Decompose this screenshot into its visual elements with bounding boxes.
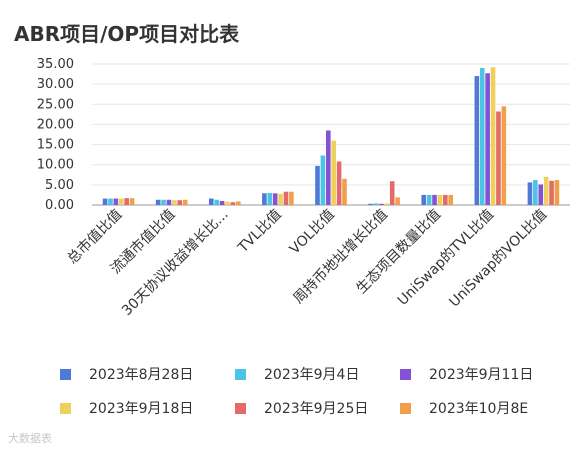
bar	[267, 192, 273, 205]
bar	[182, 199, 188, 205]
legend-swatch	[235, 403, 246, 414]
bar	[527, 182, 533, 205]
bar	[320, 155, 326, 205]
bar	[490, 67, 496, 205]
bar	[289, 191, 294, 205]
legend-swatch	[400, 369, 411, 380]
bar	[501, 106, 507, 205]
bar	[230, 202, 236, 205]
bar	[543, 176, 549, 205]
y-tick-label: 25.00	[37, 97, 74, 112]
bar	[389, 181, 395, 205]
bar	[118, 198, 124, 205]
chart-title: ABR项目/OP项目对比表	[14, 22, 240, 46]
bar	[225, 201, 230, 205]
bar	[177, 200, 183, 205]
legend-label: 2023年9月4日	[264, 367, 359, 383]
bar	[113, 198, 119, 205]
bar	[379, 203, 384, 205]
legend-swatch	[60, 403, 71, 414]
bar	[395, 197, 400, 205]
bar	[432, 194, 437, 205]
bar	[331, 140, 336, 205]
bar	[448, 194, 454, 205]
bar	[172, 200, 177, 205]
x-tick-label: UniSwap的TVL比值	[395, 207, 497, 309]
bar	[155, 199, 161, 205]
legend-label: 2023年10月8E	[429, 401, 528, 417]
bar	[479, 68, 485, 206]
bar	[219, 200, 225, 205]
bar	[102, 198, 108, 205]
bar	[426, 194, 432, 205]
bar	[485, 73, 490, 205]
bar	[108, 198, 113, 205]
bar	[235, 201, 241, 205]
bar	[437, 194, 443, 205]
bars-layer	[102, 67, 560, 206]
bar	[496, 111, 501, 205]
y-tick-label: 20.00	[37, 117, 74, 132]
bar	[474, 76, 480, 205]
bar	[166, 199, 172, 205]
y-tick-label: 30.00	[37, 77, 74, 92]
bar	[533, 180, 538, 205]
bar	[368, 203, 373, 205]
legend-swatch	[235, 369, 246, 380]
bar	[272, 193, 278, 205]
bar	[342, 178, 347, 205]
bar	[326, 130, 331, 205]
grid-layer	[92, 63, 570, 206]
bar	[538, 184, 544, 205]
bar	[373, 203, 379, 205]
legend-swatch	[400, 403, 411, 414]
bar	[124, 198, 129, 205]
bar	[443, 194, 448, 205]
x-tick-label: VOL比值	[287, 207, 338, 258]
bar	[554, 180, 560, 205]
legend-label: 2023年9月25日	[264, 401, 368, 417]
y-tick-label: 35.00	[37, 57, 74, 72]
bar	[262, 193, 267, 205]
bar	[315, 165, 320, 205]
bar	[208, 198, 214, 205]
bar	[549, 180, 554, 205]
y-tick-label: 10.00	[37, 158, 74, 173]
x-tick-label: 周持币地址增长比值	[291, 207, 391, 307]
bar	[161, 199, 166, 205]
y-axis: 0.00 5.00 10.00 15.00 20.00 25.00 30.00 35.00	[37, 57, 74, 213]
bar	[283, 191, 289, 205]
bar	[336, 161, 342, 205]
bar	[278, 193, 283, 205]
x-tick-label: TVL比值	[235, 207, 285, 257]
legend-label: 2023年9月18日	[89, 401, 193, 417]
bar	[384, 203, 390, 205]
legend-label: 2023年8月28日	[89, 367, 193, 383]
bar	[421, 194, 427, 205]
x-tick-label: 30天协议收益增长比...	[119, 207, 232, 320]
watermark: 大数据表	[8, 432, 52, 445]
y-tick-label: 5.00	[45, 178, 74, 193]
bar	[214, 199, 219, 205]
legend: 2023年8月28日 2023年9月4日 2023年9月11日 2023年9月18日 2…	[60, 367, 533, 417]
legend-swatch	[60, 369, 71, 380]
y-tick-label: 15.00	[37, 138, 74, 153]
legend-label: 2023年9月11日	[429, 367, 533, 383]
bar	[129, 198, 135, 205]
y-tick-label: 0.00	[45, 198, 74, 213]
x-tick-label: UniSwap的VOL比值	[446, 207, 550, 311]
